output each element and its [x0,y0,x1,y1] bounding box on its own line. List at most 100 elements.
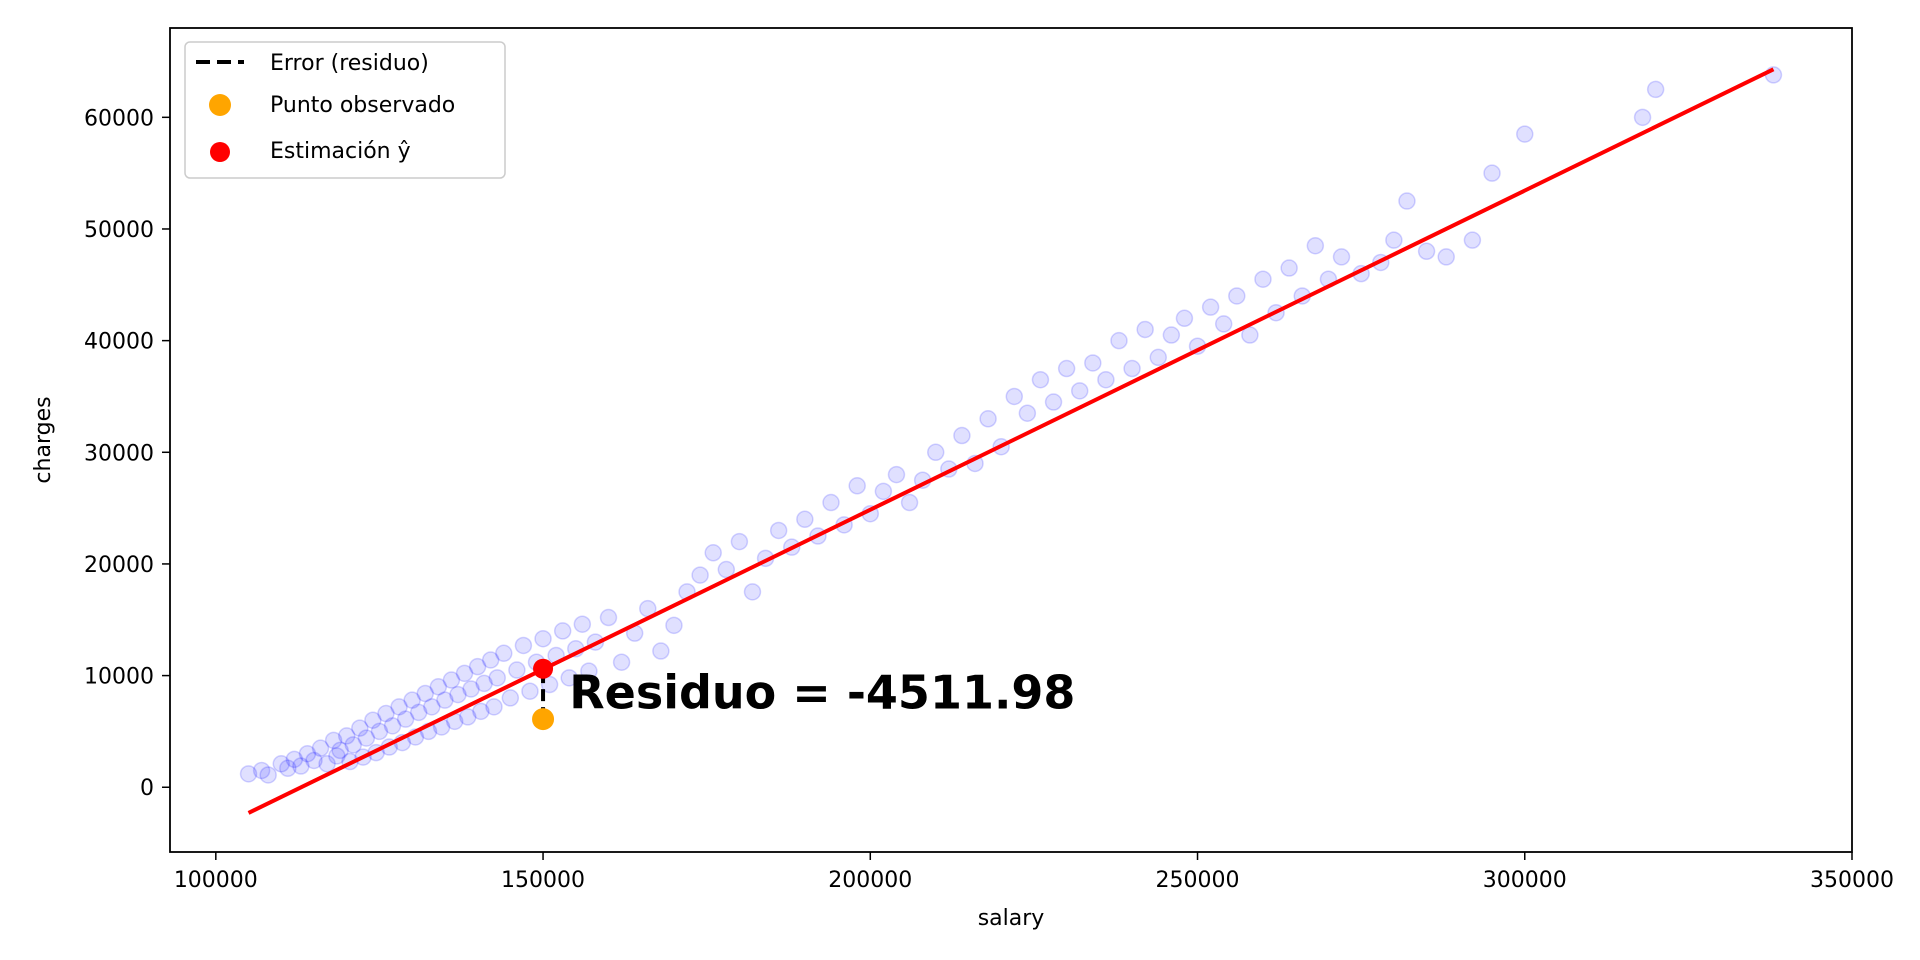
x-axis-label: salary [978,906,1045,931]
scatter-point [377,704,395,723]
scatter-point [495,644,513,663]
scatter-point [704,544,722,562]
scatter-point [331,741,349,760]
scatter-point [1201,298,1220,316]
x-tick-label: 300000 [1483,868,1567,893]
scatter-point [423,698,441,716]
legend-item-error: Error (residuo) [270,51,429,76]
scatter-point [953,426,971,445]
scatter-point [364,711,382,729]
scatter-point [252,761,271,780]
scatter-point [717,560,736,579]
scatter-point [328,747,346,765]
scatter-point [534,629,552,648]
scatter-point [730,532,749,551]
scatter-point [344,736,363,754]
x-tick-label: 150000 [501,868,585,893]
axis-ticks: 100000 150000 200000 250000 300000 350000 0 100… [84,106,1894,893]
x-tick-label: 250000 [1156,868,1240,893]
scatter-point [874,482,893,501]
scatter-point [285,750,304,769]
estimated-point [533,658,554,679]
scatter-point [580,662,598,680]
scatter-point [521,682,539,700]
scatter-point [459,708,477,726]
regression-line [247,67,1775,815]
scatter-point [887,465,906,484]
scatter-point [1044,393,1063,411]
scatter-point [540,675,559,694]
scatter-point [1254,270,1272,288]
scatter-point [1332,248,1351,266]
scatter-point [599,608,618,627]
scatter-points [239,66,1783,784]
residual-annotation: Residuo = -4511.98 [569,665,1075,719]
scatter-point [1483,164,1501,182]
observed-point [532,708,555,731]
scatter-point [514,636,533,655]
y-tick-label: 10000 [84,665,154,690]
scatter-point [848,477,866,495]
scatter-point [409,703,428,722]
scatter-point [501,689,520,707]
scatter-point [612,653,631,671]
highlight-layer [532,658,555,731]
scatter-point [665,616,683,635]
y-tick-label: 30000 [84,441,154,466]
scatter-point [508,661,526,679]
legend-red-marker-icon [210,142,230,162]
x-tick-label: 100000 [174,868,258,893]
x-tick-label: 200000 [828,868,912,893]
scatter-point [1123,359,1141,378]
x-tick-label: 350000 [1810,868,1894,893]
scatter-point [318,755,336,773]
scatter-point [743,583,762,601]
scatter-point [488,669,506,687]
scatter-point [292,757,310,775]
scatter-point [1175,309,1194,328]
scatter-point [553,622,572,640]
scatter-point [442,671,461,689]
scatter-point [652,642,670,660]
legend-item-observed: Punto observado [270,93,455,118]
scatter-point [1463,231,1482,249]
scatter-point [691,566,709,584]
scatter-point [298,744,317,763]
scatter-point [357,729,376,747]
scatter-point [390,698,408,716]
scatter-point [455,664,474,683]
scatter-point [979,410,997,428]
y-tick-label: 60000 [84,106,154,131]
y-tick-label: 0 [140,776,154,801]
scatter-point [472,702,490,721]
scatter-point [429,678,448,696]
scatter-point [1437,248,1455,266]
scatter-point [324,731,343,750]
scatter-point [1136,320,1154,339]
scatter-point [1110,331,1128,350]
scatter-point [1228,287,1246,305]
scatter-point [1097,370,1115,389]
scatter-point [1057,359,1076,378]
scatter-point [436,691,454,709]
scatter-point [1214,315,1233,333]
scatter-point [370,722,389,741]
scatter-point [1646,80,1665,99]
scatter-point [1385,231,1403,249]
scatter-point [560,669,578,687]
scatter-point [1516,125,1534,143]
y-tick-label: 20000 [84,553,154,578]
scatter-point [1241,326,1259,344]
legend-item-estimated: Estimación ŷ [270,139,411,164]
scatter-point [485,698,503,716]
scatter-point [468,657,487,676]
scatter-point [1306,236,1325,255]
scatter-point [475,674,493,693]
scatter-point [1764,66,1783,84]
scatter-point [1005,387,1024,406]
scatter-point [573,615,592,633]
scatter-point [796,510,814,529]
scatter-point [1149,348,1168,367]
scatter-point [1018,404,1037,422]
